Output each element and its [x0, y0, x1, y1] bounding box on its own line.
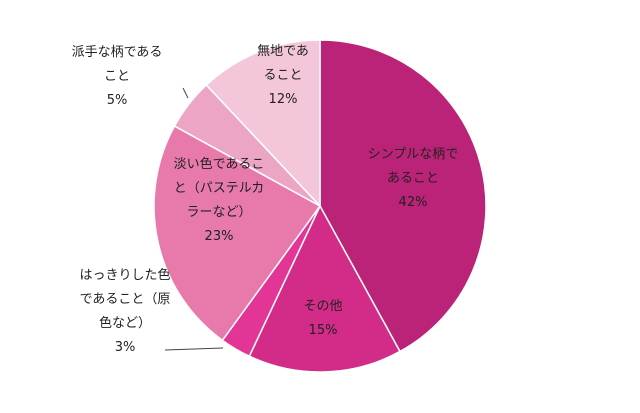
slice-label-2: はっきりした色であること（原色など） 3%	[79, 267, 170, 355]
slice-value-0: 42%	[399, 195, 428, 210]
slice-label-line: こと	[104, 69, 130, 84]
slice-label-0: シンプルな柄であること 42%	[368, 147, 459, 210]
slice-value-1: 15%	[309, 323, 338, 338]
slice-label-line: 無地であ	[257, 44, 309, 59]
leader-lines	[164, 87, 224, 351]
slice-label-line: その他	[303, 299, 342, 314]
pie-slice-0	[319, 39, 487, 353]
slice-label-line: 淡い色であるこ	[174, 156, 265, 172]
slice-label-line: はっきりした色	[79, 267, 170, 283]
slice-label-4: 派手な柄であること 5%	[72, 45, 163, 108]
slice-label-line: であること（原	[80, 292, 171, 307]
slice-value-4: 5%	[107, 93, 128, 108]
slice-label-line: 派手な柄である	[72, 45, 163, 60]
slice-label-line: ラーなど）	[186, 205, 251, 220]
pie-slice-5	[205, 39, 321, 208]
slice-label-line: ること	[263, 68, 302, 83]
slice-label-5: 無地であること 12%	[257, 44, 309, 107]
slice-value-5: 12%	[269, 92, 298, 107]
slice-labels: シンプルな柄であること 42% その他 15% はっきりした色であること（原色など） 3%…	[72, 44, 459, 355]
leader-line-4	[182, 87, 189, 99]
pie-slices	[153, 39, 487, 373]
slice-value-2: 3%	[115, 340, 136, 355]
leader-line-2	[164, 347, 224, 351]
slice-label-line: と（パステルカ	[174, 181, 265, 196]
slice-label-line: 色など）	[99, 315, 151, 331]
slice-value-3: 23%	[205, 229, 234, 244]
pie-slice-1	[248, 204, 401, 373]
pie-slice-3	[153, 125, 322, 342]
slice-label-3: 淡い色であること（パステルカラーなど） 23%	[174, 156, 265, 244]
slice-label-line: あること	[387, 171, 439, 186]
slice-label-1: その他 15%	[303, 299, 342, 338]
slice-label-line: シンプルな柄で	[368, 147, 459, 162]
